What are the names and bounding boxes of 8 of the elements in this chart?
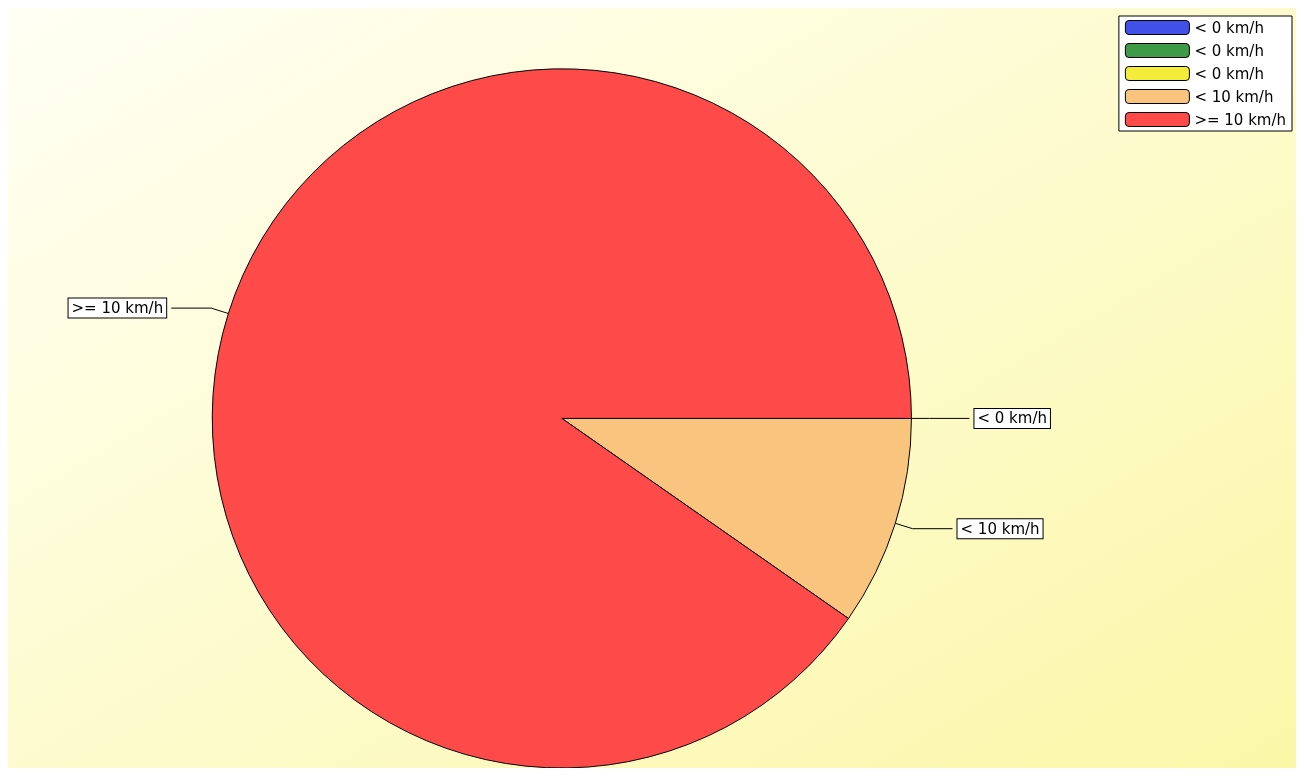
legend-label: < 0 km/h [1194,64,1264,83]
slice-label: >= 10 km/h [71,299,164,318]
legend-label: < 0 km/h [1194,41,1264,60]
slice-label: < 10 km/h [960,519,1040,538]
legend-label: < 10 km/h [1194,87,1274,106]
legend-label: >= 10 km/h [1194,110,1287,129]
category-label: < 0 km/h [1194,18,1264,37]
legend-label: < 0 km/h [977,409,1047,428]
